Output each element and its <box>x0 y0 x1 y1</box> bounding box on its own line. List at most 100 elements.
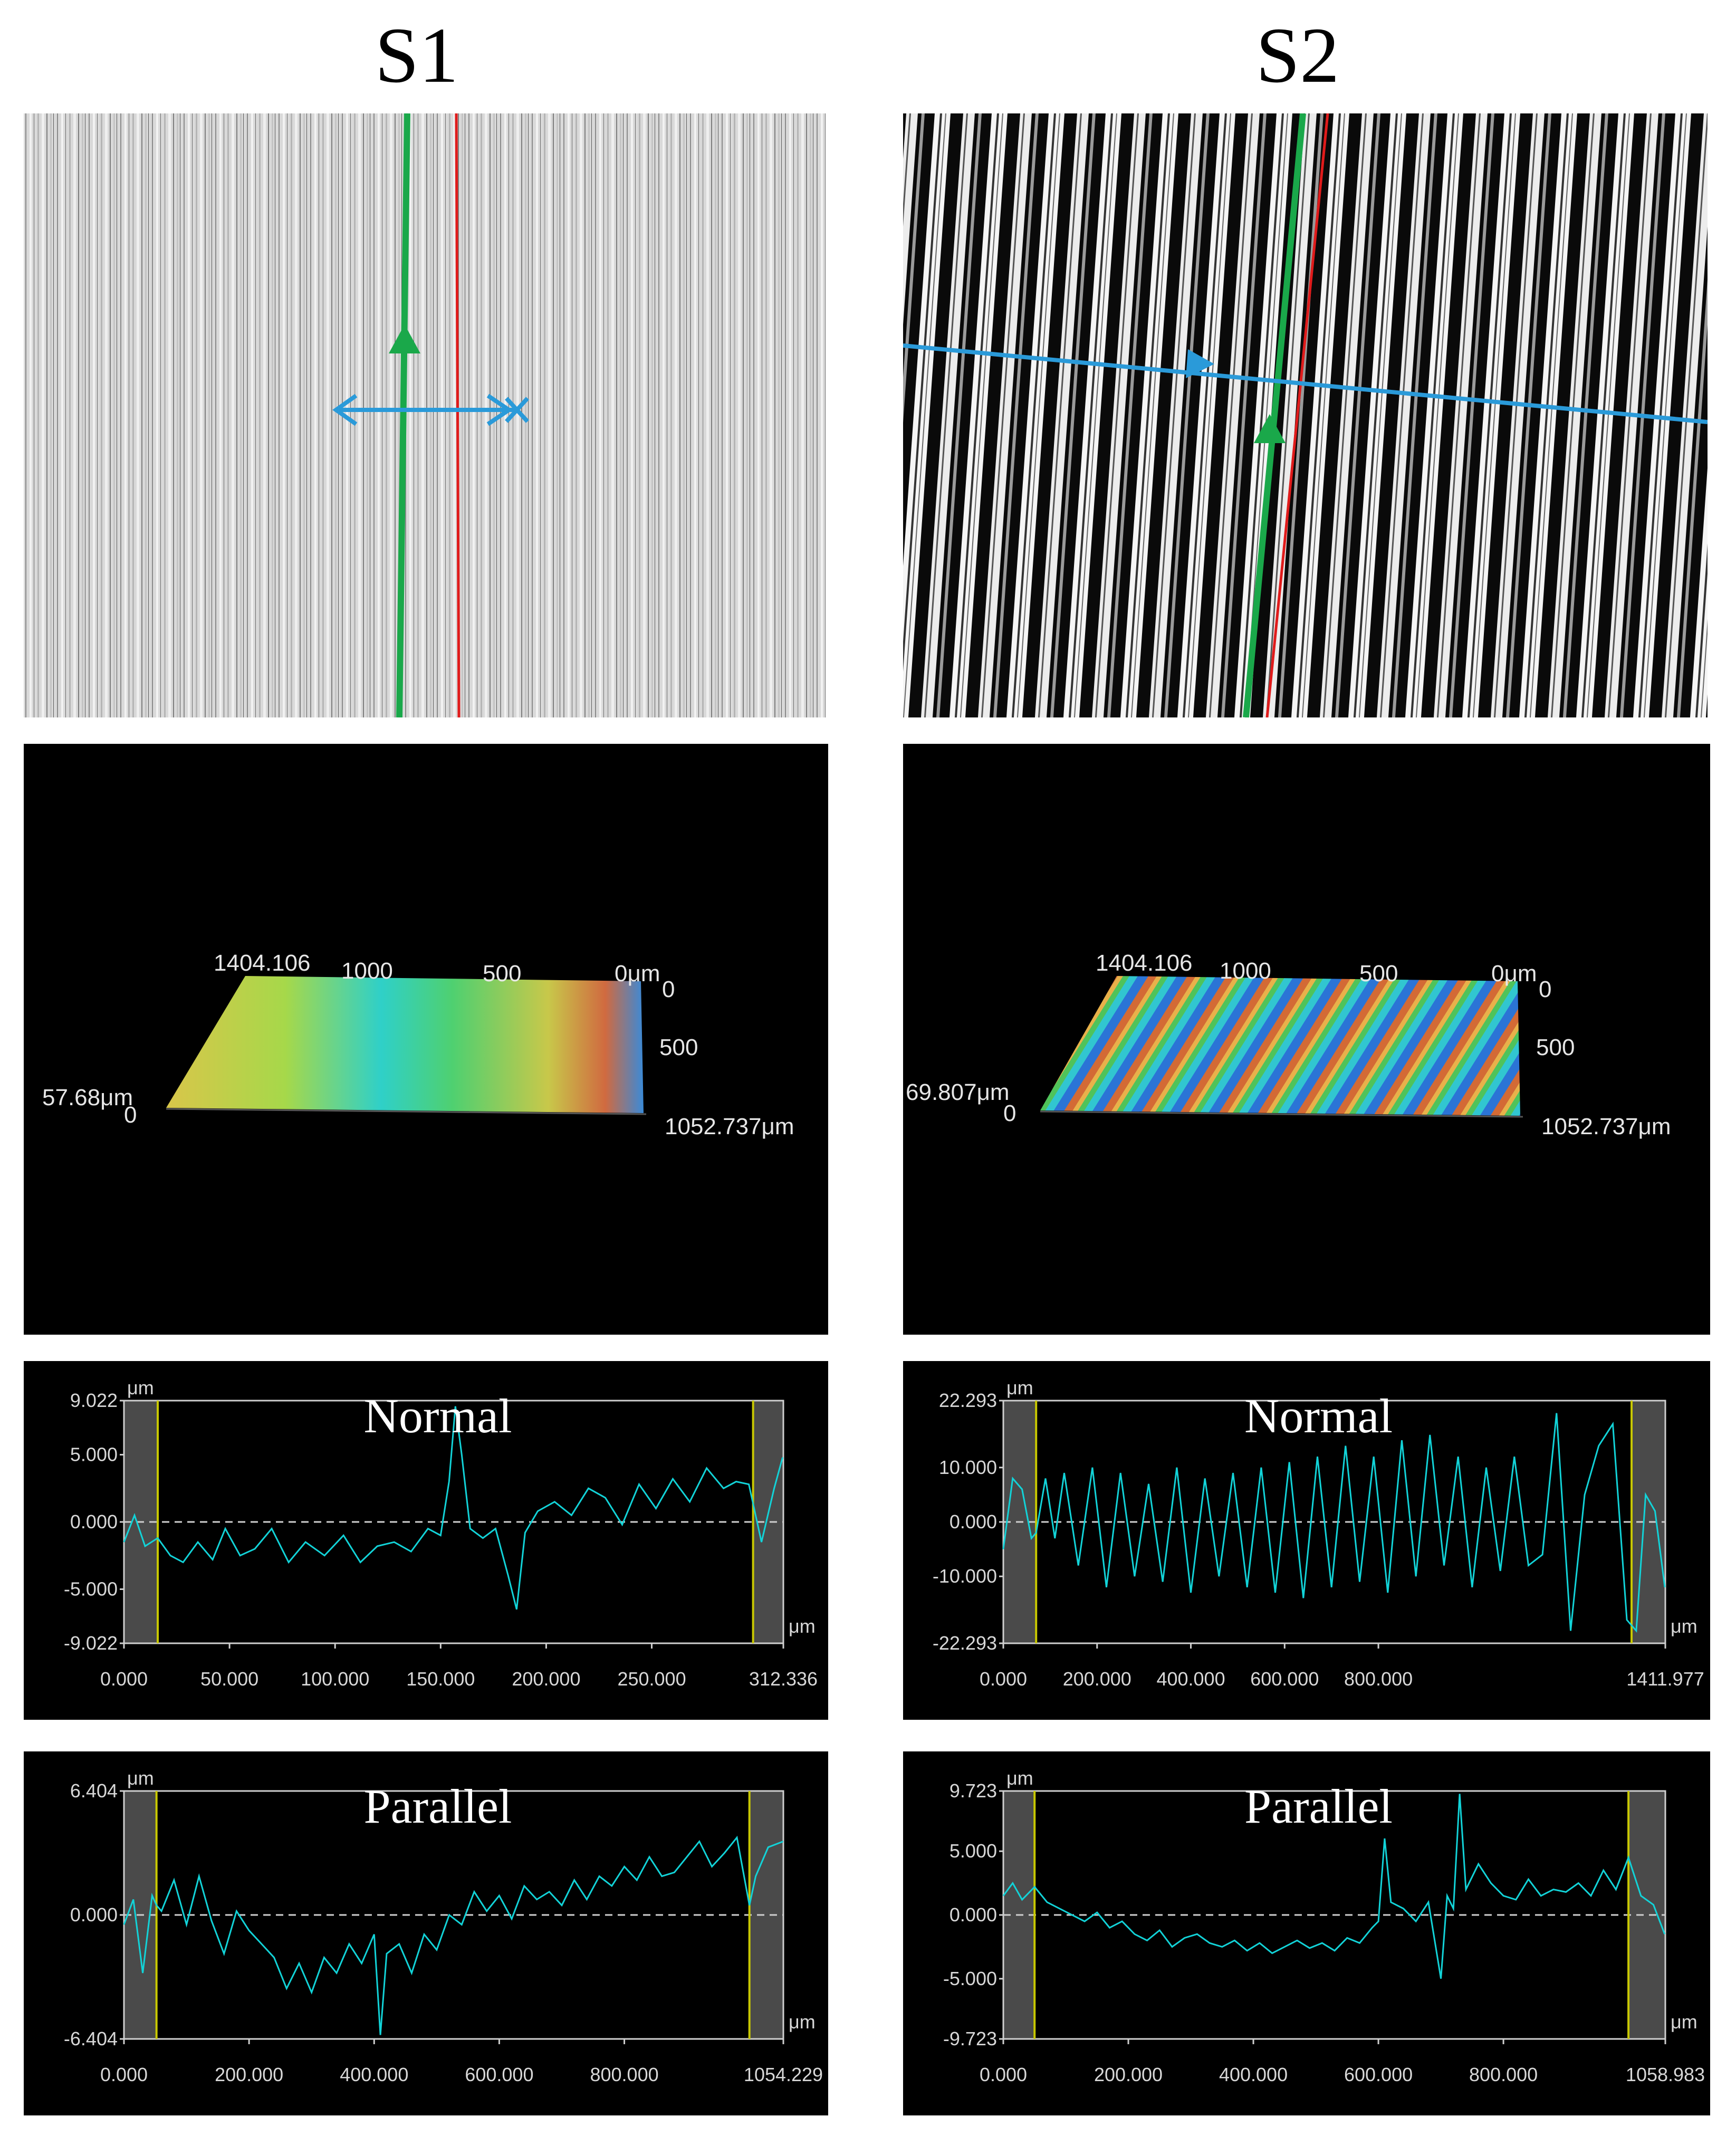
s2-column-title: S2 <box>1255 12 1340 99</box>
s2-surface <box>1040 976 1520 1116</box>
chart2-x-tick-2: 400.000 <box>1156 1668 1225 1690</box>
chart0-y-unit: μm <box>127 1377 154 1399</box>
chart3-x-tick-0: 0.000 <box>980 2064 1027 2085</box>
s1-y-max-label: 1052.737μm <box>665 1114 794 1139</box>
chart0-y-tick-3: -5.000 <box>64 1578 118 1599</box>
s2-blue-line <box>903 343 1708 424</box>
chart3-y-tick-4: -9.723 <box>943 2028 997 2049</box>
chart1-x-tick-5: 1054.229 <box>744 2064 823 2085</box>
chart3-x-tick-5: 1058.983 <box>1626 2064 1705 2085</box>
s2-y-tick-0: 0 <box>1539 976 1551 1002</box>
s1-surface <box>166 976 644 1113</box>
chart1-x-tick-4: 800.000 <box>590 2064 658 2085</box>
chart1-x-tick-2: 400.000 <box>340 2064 408 2085</box>
chart0-y-tick-0: 9.022 <box>70 1390 118 1411</box>
s1-y-tick-500: 500 <box>659 1035 698 1060</box>
s1-micrograph <box>24 113 826 717</box>
chart1-x-tick-1: 200.000 <box>215 2064 283 2085</box>
s1-y-tick-0: 0 <box>662 976 675 1002</box>
chart0-x-unit: μm <box>789 1615 816 1637</box>
chart1-title: Parallel <box>364 1779 512 1833</box>
s1-blue-arrowhead-left <box>332 394 358 426</box>
s1-x-tick-1000: 1000 <box>341 958 393 984</box>
s2-z-min-label: 0 <box>1003 1100 1016 1126</box>
chart0-x-tick-6: 312.336 <box>749 1668 818 1690</box>
chart1-x-unit: μm <box>789 2011 816 2033</box>
chart3-y-tick-3: -5.000 <box>943 1968 997 1989</box>
chart0-x-tick-4: 200.000 <box>512 1668 580 1690</box>
s2-y-tick-500: 500 <box>1536 1035 1575 1060</box>
s2-x-tick-500: 500 <box>1359 961 1398 986</box>
chart0-y-tick-2: 0.000 <box>70 1511 118 1532</box>
chart0-y-tick-4: -9.022 <box>64 1632 118 1654</box>
s1-x-max-label: 1404.106 <box>214 950 311 976</box>
chart2-profile-line <box>1002 1413 1666 1633</box>
s1-red-line <box>455 113 461 717</box>
chart3-x-unit: μm <box>1671 2011 1697 2033</box>
s1-blue-arrowhead-right <box>486 394 513 426</box>
chart0-x-tick-1: 50.000 <box>200 1668 258 1690</box>
chart2-y-tick-4: -22.293 <box>933 1632 997 1654</box>
s1-green-line <box>396 113 410 717</box>
s2-surface-3d-panel: 1404.106 1000 500 0μm 0 500 69.807μm 0 1… <box>903 744 1710 1335</box>
s1-z-max-label: 57.68μm <box>42 1085 133 1110</box>
s2-red-line <box>1265 113 1329 717</box>
chart3-y-unit: μm <box>1006 1767 1033 1789</box>
chart0-profile-line <box>123 1406 784 1610</box>
s2-micrograph <box>903 113 1708 717</box>
chart2-title: Normal <box>1244 1389 1393 1443</box>
s1-normal-profile-panel: 9.022 5.000 0.000 -5.000 -9.022 0.000 50.000 10… <box>24 1361 828 1720</box>
s2-green-arrowhead <box>1254 414 1286 443</box>
s2-x-tick-1000: 1000 <box>1220 958 1271 984</box>
chart0-x-tick-3: 150.000 <box>406 1668 475 1690</box>
s1-green-arrowhead <box>389 324 420 353</box>
chart3-title: Parallel <box>1244 1779 1393 1833</box>
chart2-x-tick-0: 0.000 <box>980 1668 1027 1690</box>
chart3-y-tick-0: 9.723 <box>949 1780 997 1802</box>
s1-column-title: S1 <box>375 12 459 99</box>
s2-surface-base-edge <box>1040 1110 1523 1118</box>
s2-x-max-label: 1404.106 <box>1096 950 1193 976</box>
chart2-y-unit: μm <box>1006 1377 1033 1399</box>
s2-x-tick-0: 0μm <box>1491 961 1537 986</box>
s1-x-tick-500: 500 <box>483 961 521 986</box>
chart2-y-tick-2: 0.000 <box>949 1511 997 1532</box>
s1-surface-3d-panel: 1404.106 1000 500 0μm 0 500 57.68μm 0 10… <box>24 744 828 1335</box>
chart2-x-tick-5: 1411.977 <box>1626 1668 1704 1690</box>
s2-parallel-profile-panel: 9.723 5.000 0.000 -5.000 -9.723 0.000 200.000 4… <box>903 1751 1710 2115</box>
s2-green-line <box>1243 113 1306 717</box>
s1-z-min-label: 0 <box>124 1102 137 1128</box>
s1-surface-base-edge <box>166 1108 647 1115</box>
s2-y-max-label: 1052.737μm <box>1541 1114 1671 1139</box>
chart0-x-tick-2: 100.000 <box>301 1668 369 1690</box>
chart3-x-tick-4: 800.000 <box>1469 2064 1538 2085</box>
chart3-y-tick-2: 0.000 <box>949 1904 997 1926</box>
chart2-x-tick-3: 600.000 <box>1250 1668 1319 1690</box>
s1-cross-marker-right <box>505 397 529 423</box>
chart2-y-tick-1: 10.000 <box>939 1457 997 1478</box>
chart0-title: Normal <box>363 1389 512 1443</box>
chart1-profile-line <box>123 1835 784 2035</box>
chart3-y-tick-1: 5.000 <box>949 1840 997 1862</box>
chart0-x-tick-5: 250.000 <box>617 1668 686 1690</box>
s2-normal-profile-panel: 22.293 10.000 0.000 -10.000 -22.293 0.000 200.… <box>903 1361 1710 1720</box>
chart2-x-unit: μm <box>1671 1615 1697 1637</box>
chart3-x-tick-2: 400.000 <box>1219 2064 1288 2085</box>
chart1-y-unit: μm <box>127 1767 154 1789</box>
chart3-profile-line <box>1002 1794 1666 1979</box>
chart1-x-tick-3: 600.000 <box>465 2064 533 2085</box>
chart1-y-tick-1: 0.000 <box>70 1904 118 1926</box>
s1-parallel-profile-panel: 6.404 0.000 -6.404 0.000 200.000 400.000 600.0… <box>24 1751 828 2115</box>
s1-x-tick-0: 0μm <box>615 961 660 986</box>
chart2-x-tick-1: 200.000 <box>1063 1668 1131 1690</box>
chart2-x-tick-4: 800.000 <box>1344 1668 1413 1690</box>
chart2-y-tick-3: -10.000 <box>933 1565 997 1587</box>
chart1-x-tick-0: 0.000 <box>100 2064 148 2085</box>
chart3-x-tick-3: 600.000 <box>1344 2064 1413 2085</box>
chart1-y-tick-0: 6.404 <box>70 1780 118 1802</box>
s2-z-max-label: 69.807μm <box>906 1079 1010 1105</box>
chart3-x-tick-1: 200.000 <box>1094 2064 1163 2085</box>
chart3-shade-right <box>1628 1791 1665 2039</box>
chart0-y-tick-1: 5.000 <box>70 1444 118 1465</box>
s2-blue-arrowhead <box>1186 349 1214 378</box>
